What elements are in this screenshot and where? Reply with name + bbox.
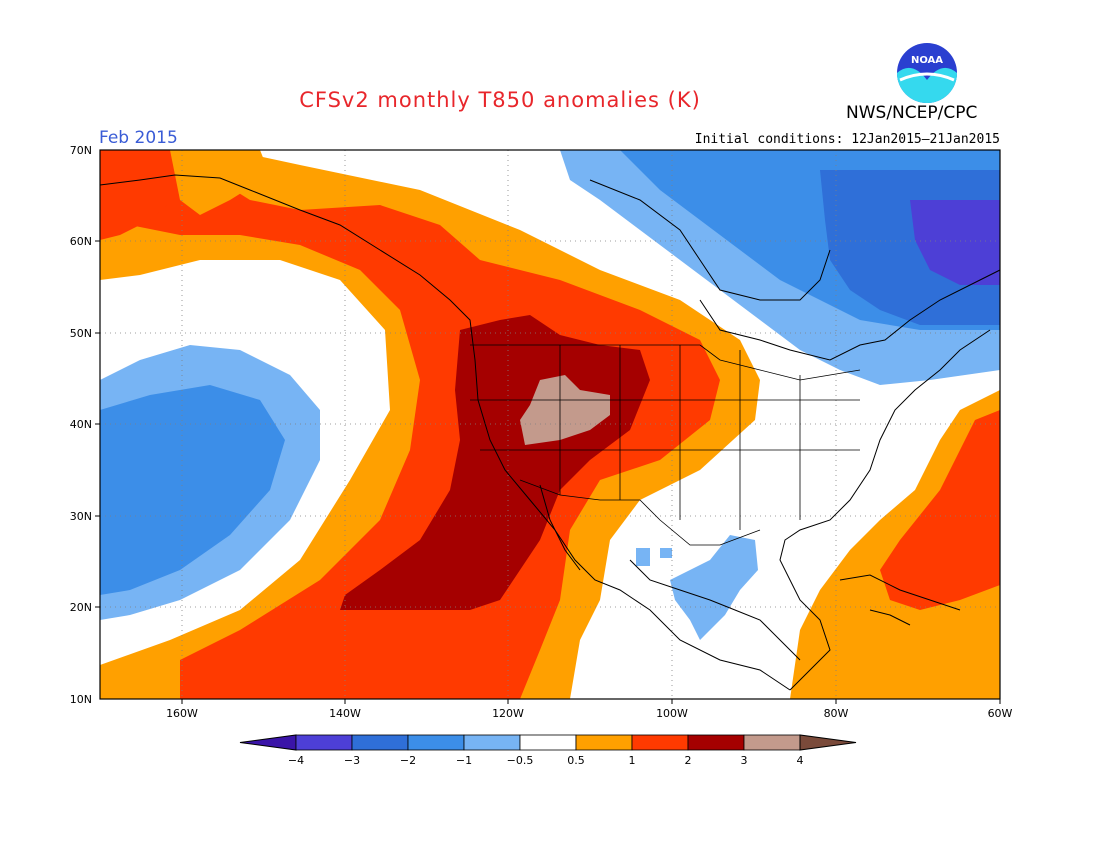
anomaly-band-orange-atlantic (790, 390, 1000, 699)
colorbar-label: 0.5 (567, 754, 585, 767)
colorbar-arrow-high (799, 734, 857, 751)
anomaly-field (100, 150, 1000, 699)
colorbar-label: −3 (344, 754, 360, 767)
colorbar-segment (575, 734, 633, 751)
colorbar-label: 1 (629, 754, 636, 767)
colorbar-segment (295, 734, 353, 751)
political-borders (470, 344, 861, 546)
colorbar-arrow-low (239, 734, 297, 751)
colorbar-segment (743, 734, 801, 751)
map-title: CFSv2 monthly T850 anomalies (K) (0, 88, 1100, 112)
colorbar-segment (631, 734, 689, 751)
anomaly-band-orange-nw (170, 150, 270, 215)
colorbar-segment (351, 734, 409, 751)
graticule (100, 150, 1000, 699)
anomaly-band-lightblue-mexico (670, 535, 758, 640)
forecast-month: Feb 2015 (99, 128, 178, 148)
map-title-text: CFSv2 monthly T850 anomalies (K) (299, 88, 701, 112)
anomaly-band-red-west (100, 150, 720, 699)
anomaly-band-purple-ne (910, 200, 1000, 285)
lat-label-50n: 50N (70, 327, 92, 340)
colorbar-label: −0.5 (507, 754, 534, 767)
initial-conditions: Initial conditions: 12Jan2015–21Jan2015 (694, 132, 1000, 147)
anomaly-patch-lightblue-1 (636, 548, 650, 566)
colorbar-segment (687, 734, 745, 751)
colorbar-segment (407, 734, 465, 751)
logo-text: NOAA (911, 55, 943, 66)
lon-label-60w: 60W (988, 707, 1013, 720)
ticks (95, 240, 1001, 704)
lat-label-40n: 40N (70, 418, 92, 431)
colorbar-label: −2 (400, 754, 416, 767)
lon-label-100w: 100W (656, 707, 688, 720)
colorbar-label: 4 (797, 754, 804, 767)
agency-label: NWS/NCEP/CPC (846, 103, 978, 123)
noaa-logo: NOAA (897, 43, 957, 103)
lat-label-10n: 10N (70, 693, 92, 706)
lat-label-70n: 70N (70, 144, 92, 157)
lon-label-140w: 140W (329, 707, 361, 720)
colorbar-label: −4 (288, 754, 304, 767)
lon-label-80w: 80W (824, 707, 849, 720)
colorbar: −4 −3 −2 −1 −0.5 0.5 1 2 3 4 (239, 734, 857, 767)
lat-label-60n: 60N (70, 235, 92, 248)
colorbar-label: −1 (456, 754, 472, 767)
colorbar-segment (519, 734, 577, 751)
lat-label-20n: 20N (70, 601, 92, 614)
anomaly-patch-lightblue-2 (660, 548, 672, 558)
lon-label-160w: 160W (166, 707, 198, 720)
anomaly-band-blue-pacific (100, 385, 285, 595)
colorbar-segment (463, 734, 521, 751)
anomaly-band-red-atlantic (880, 410, 1000, 610)
colorbar-label: 3 (741, 754, 748, 767)
lat-label-30n: 30N (70, 510, 92, 523)
lon-label-120w: 120W (492, 707, 524, 720)
colorbar-label: 2 (685, 754, 692, 767)
anomaly-band-tan (520, 375, 610, 445)
